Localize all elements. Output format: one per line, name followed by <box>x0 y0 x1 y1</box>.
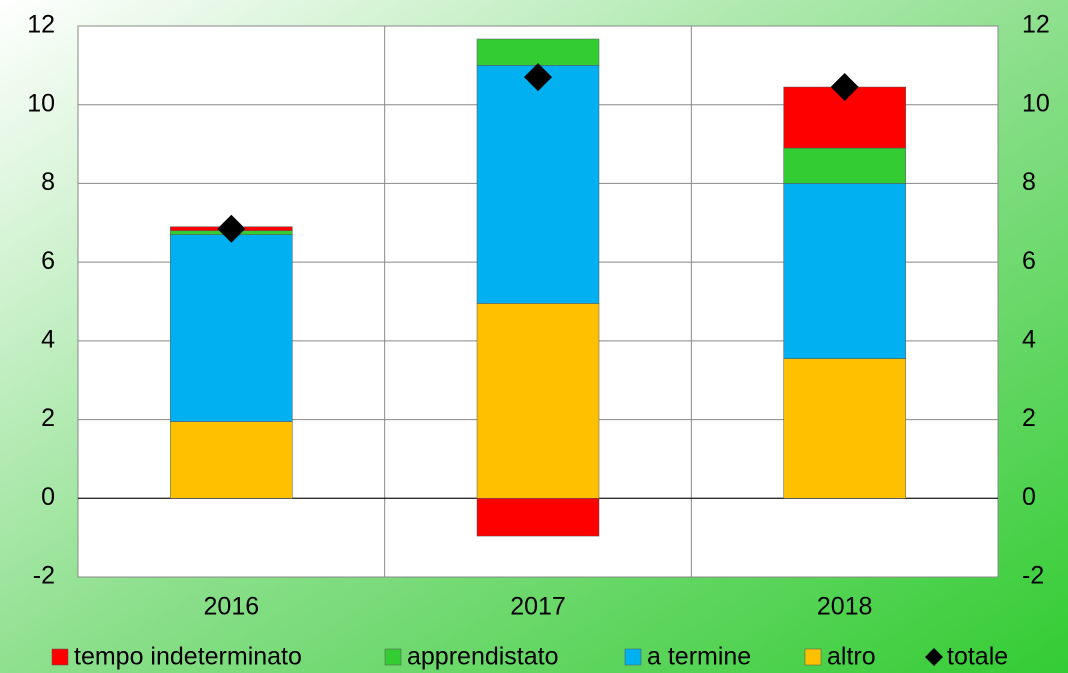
y2-tick-label: 0 <box>1022 483 1036 511</box>
total-marker <box>217 214 246 243</box>
bar-segment <box>476 303 600 499</box>
y2-tick-label: 4 <box>1022 325 1036 353</box>
total-marker <box>524 63 552 92</box>
x-tick-label: 2017 <box>510 593 566 621</box>
y-tick-label: 2 <box>41 404 55 432</box>
bar-segment <box>170 234 293 422</box>
legend-label: apprendistato <box>407 643 559 671</box>
x-tick-label: 2018 <box>817 593 873 621</box>
bar-segment <box>783 358 906 499</box>
bar-segment <box>476 65 600 304</box>
y2-tick-label: 6 <box>1022 247 1036 275</box>
y-tick-label: 12 <box>27 11 55 39</box>
bar-segment <box>170 421 293 499</box>
legend-swatch <box>624 648 642 666</box>
legend-label: tempo indeterminato <box>74 643 302 671</box>
x-tick-label: 2016 <box>204 593 260 621</box>
y-tick-label: 8 <box>41 168 55 196</box>
bar-segment <box>783 183 906 359</box>
y-tick-label: 4 <box>41 325 55 353</box>
y2-tick-label: 10 <box>1022 89 1050 117</box>
legend-swatch <box>804 648 822 666</box>
y-tick-label: -2 <box>33 562 55 590</box>
bar-segment <box>783 147 906 184</box>
y-tick-label: 6 <box>41 247 55 275</box>
legend-label: totale <box>947 643 1008 671</box>
bar-segment <box>476 38 600 66</box>
y2-tick-label: 12 <box>1022 11 1050 39</box>
legend-label: a termine <box>647 643 751 671</box>
bar-segment <box>476 498 600 537</box>
legend-swatch <box>51 648 69 666</box>
legend-swatch <box>384 648 402 666</box>
y2-tick-label: -2 <box>1022 562 1044 590</box>
y-tick-label: 10 <box>27 89 55 117</box>
y-tick-label: 0 <box>41 483 55 511</box>
legend-label: altro <box>827 643 876 671</box>
total-marker <box>830 73 859 102</box>
y2-tick-label: 2 <box>1022 404 1036 432</box>
legend-marker <box>925 648 943 666</box>
y2-tick-label: 8 <box>1022 168 1036 196</box>
